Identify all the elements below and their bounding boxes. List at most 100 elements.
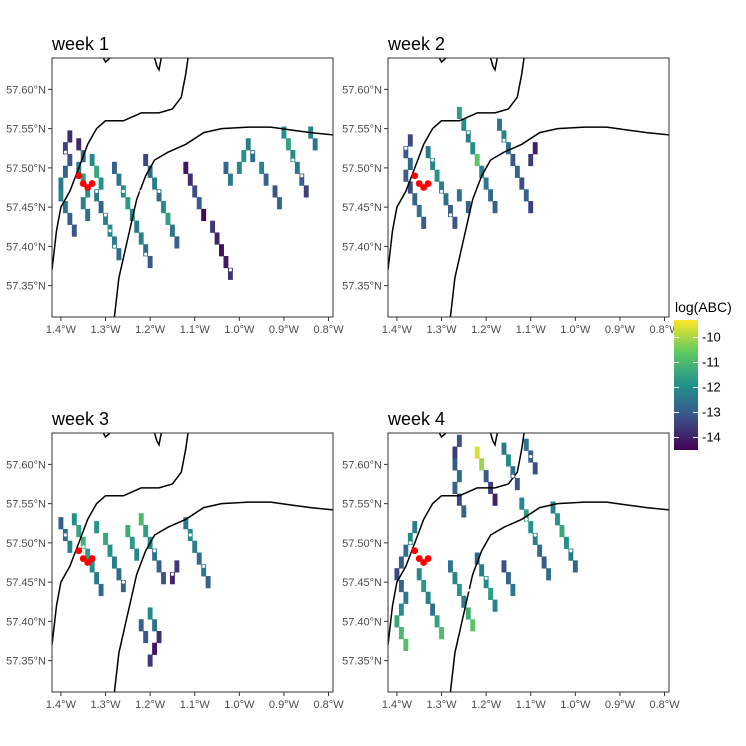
heat-cell bbox=[134, 220, 140, 233]
x-tick-label: 1.4°W bbox=[46, 699, 77, 711]
heat-cell bbox=[138, 513, 144, 526]
x-tick-label: 1.2°W bbox=[471, 699, 502, 711]
y-tick-label: 57.50°N bbox=[6, 538, 46, 550]
y-tick-label: 57.45°N bbox=[342, 577, 382, 589]
heat-cell bbox=[129, 536, 135, 549]
sample-point bbox=[511, 166, 515, 170]
heat-cell bbox=[483, 470, 489, 483]
source-marker bbox=[75, 172, 83, 180]
sample-point bbox=[529, 454, 533, 459]
heat-cell bbox=[528, 153, 534, 167]
heat-cell bbox=[245, 138, 251, 151]
heat-cell bbox=[519, 177, 525, 190]
x-tick-label: 1.0°W bbox=[224, 324, 255, 336]
x-tick-label: 1.1°W bbox=[180, 699, 211, 711]
heat-cell bbox=[461, 505, 467, 518]
heat-cell bbox=[89, 153, 95, 167]
heat-cell bbox=[138, 232, 144, 245]
sample-point bbox=[457, 580, 461, 584]
heat-cell bbox=[241, 150, 247, 163]
sample-point bbox=[90, 549, 94, 553]
heat-cell bbox=[452, 446, 458, 459]
heat-cell bbox=[559, 525, 565, 538]
sample-point bbox=[152, 549, 157, 553]
heat-cell bbox=[80, 197, 86, 210]
coastline bbox=[438, 58, 447, 64]
y-tick-label: 57.55°N bbox=[342, 124, 382, 136]
heat-cell bbox=[550, 501, 556, 514]
panel-plot-area bbox=[388, 433, 669, 692]
sample-point bbox=[139, 189, 143, 194]
sample-point bbox=[439, 189, 444, 194]
x-tick-label: 1.1°W bbox=[516, 324, 547, 336]
heat-cell bbox=[514, 165, 520, 178]
sample-point bbox=[121, 189, 125, 194]
sample-point bbox=[188, 533, 192, 537]
heat-cell bbox=[152, 619, 158, 632]
sample-point bbox=[511, 474, 515, 478]
heat-cell bbox=[125, 197, 131, 210]
heat-cell bbox=[285, 138, 291, 151]
legend-tick-label: -10 bbox=[702, 330, 721, 345]
heat-cell bbox=[555, 513, 560, 526]
heat-cell bbox=[143, 153, 149, 167]
y-tick-label: 57.55°N bbox=[342, 499, 382, 511]
heat-cell bbox=[465, 607, 471, 620]
heat-cell bbox=[510, 583, 516, 597]
y-tick-label: 57.40°N bbox=[342, 241, 382, 253]
heat-cell bbox=[407, 157, 413, 171]
heat-cell bbox=[174, 236, 180, 249]
heat-cell bbox=[156, 189, 162, 202]
y-tick-label: 57.35°N bbox=[342, 281, 382, 293]
sample-point bbox=[462, 478, 466, 482]
sample-point bbox=[466, 189, 470, 194]
heat-cell bbox=[501, 560, 507, 573]
sample-point bbox=[524, 517, 528, 521]
heat-cell bbox=[94, 521, 100, 534]
y-tick-label: 57.45°N bbox=[6, 577, 46, 589]
sample-point bbox=[112, 244, 117, 248]
sample-point bbox=[466, 494, 470, 498]
heat-cell bbox=[398, 556, 404, 569]
heat-cell bbox=[227, 173, 233, 186]
sample-point bbox=[81, 545, 85, 549]
y-tick-label: 57.50°N bbox=[342, 163, 382, 175]
source-marker bbox=[411, 547, 419, 555]
sample-point bbox=[475, 193, 479, 197]
map-panel: week 4 1.4°W 1.3°W 1.2°W 1.1°W 1.0°W 0.9°W 0.8°… bbox=[342, 409, 680, 711]
heat-cell bbox=[67, 212, 73, 225]
heat-cell bbox=[98, 177, 104, 190]
heat-cell bbox=[281, 126, 287, 139]
sample-point bbox=[112, 185, 117, 190]
sample-point bbox=[144, 541, 148, 545]
sample-point bbox=[431, 158, 435, 162]
sample-point bbox=[444, 604, 448, 608]
y-tick-label: 57.50°N bbox=[342, 538, 382, 550]
heat-cell bbox=[456, 189, 462, 202]
coastline bbox=[102, 58, 111, 64]
heat-cell bbox=[523, 509, 529, 522]
sample-point bbox=[215, 221, 219, 225]
heat-cell bbox=[398, 579, 404, 593]
heat-cell bbox=[461, 118, 467, 131]
heat-cell bbox=[103, 212, 108, 225]
heat-cell bbox=[532, 142, 538, 155]
heat-cell bbox=[403, 638, 409, 651]
source-marker bbox=[79, 555, 87, 562]
coastline bbox=[113, 126, 333, 317]
heat-cell bbox=[98, 583, 104, 597]
y-tick-label: 57.35°N bbox=[6, 281, 46, 293]
heat-cell bbox=[563, 536, 569, 549]
heat-cell bbox=[80, 173, 86, 186]
heat-cell bbox=[470, 619, 476, 632]
heat-cell bbox=[394, 615, 400, 628]
source-marker bbox=[88, 180, 96, 187]
heat-cell bbox=[156, 560, 162, 573]
sample-point bbox=[497, 205, 502, 209]
heat-cell bbox=[505, 454, 511, 467]
heat-cell bbox=[111, 236, 117, 249]
y-tick-label: 57.45°N bbox=[6, 202, 46, 214]
heat-cell bbox=[434, 169, 440, 182]
sample-point bbox=[448, 185, 453, 190]
heat-cell bbox=[465, 130, 471, 143]
